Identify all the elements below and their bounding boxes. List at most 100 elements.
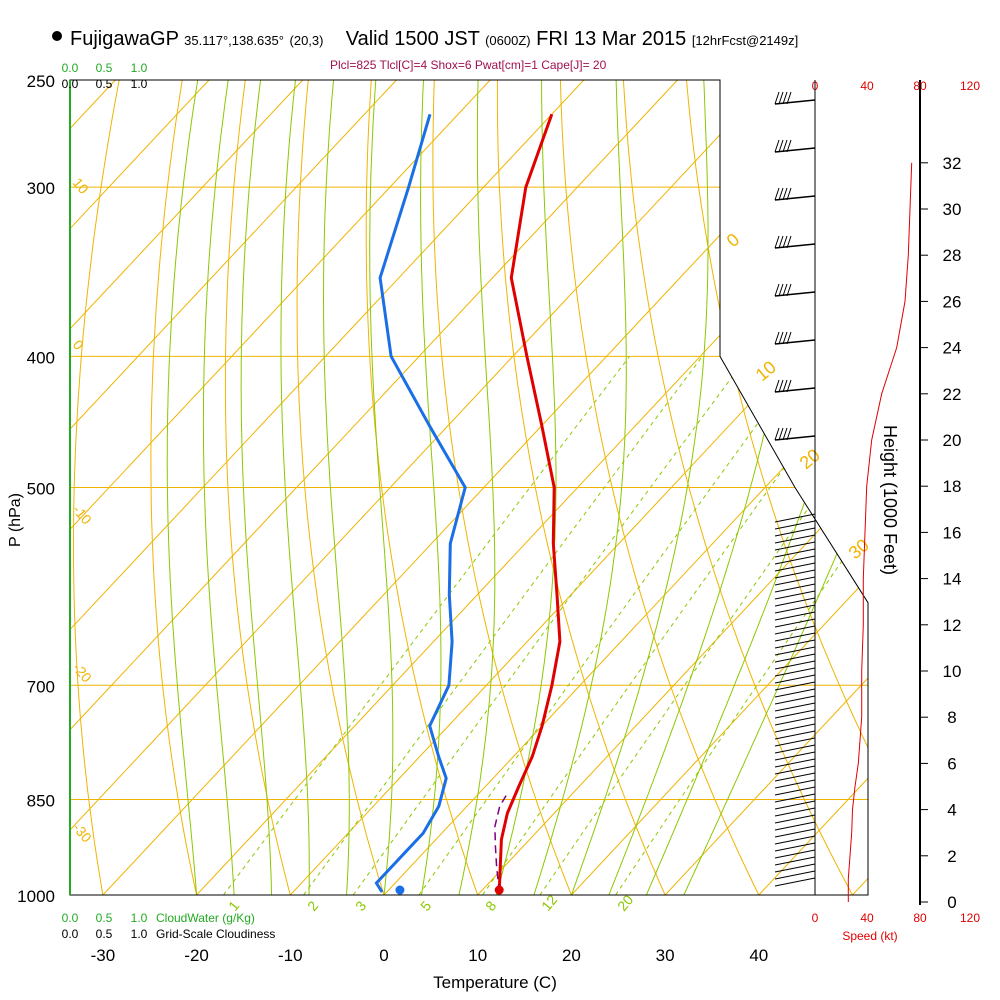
isotherm-line — [70, 80, 585, 895]
wind-barb — [774, 548, 816, 558]
pressure-tick-label: 850 — [27, 791, 55, 810]
wind-barb — [774, 195, 816, 201]
wind-barb — [782, 235, 788, 249]
isotherm-line — [70, 80, 491, 895]
wind-barb — [774, 695, 816, 705]
wind-barb — [774, 99, 816, 105]
wind-barb — [786, 91, 792, 105]
isotherm-line — [383, 80, 868, 895]
isotherm-label: 10 — [752, 357, 780, 385]
cloudiness-tick-bottom: 0.0 — [62, 927, 79, 941]
wind-barb — [774, 569, 816, 579]
wind-barb — [774, 576, 816, 586]
wind-barb — [786, 379, 792, 393]
pressure-tick-label: 700 — [27, 677, 55, 696]
wind-barb — [774, 779, 816, 789]
isotherm-label: 20 — [796, 445, 824, 473]
dry-adiabat-line — [224, 80, 291, 895]
moist-adiabat-line — [323, 80, 350, 895]
dry-adiabat-line — [365, 80, 479, 895]
wind-barb — [778, 91, 784, 105]
wind-barb — [786, 139, 792, 153]
moist-adiabat-line — [533, 80, 627, 895]
height-tick-label: 22 — [943, 385, 962, 404]
wind-barb — [774, 793, 816, 803]
wind-barb — [774, 527, 816, 537]
wind-barb — [782, 91, 788, 105]
forecast-info: [12hrFcst@2149z] — [691, 33, 799, 48]
wind-barb — [774, 534, 816, 544]
station-name: FujigawaGP — [70, 28, 179, 50]
wind-barb — [774, 625, 816, 635]
mixing-ratio-line — [352, 356, 748, 895]
temperature-tick-label: -20 — [184, 946, 209, 965]
wind-barb — [778, 283, 784, 297]
wind-barb — [774, 842, 816, 852]
wind-barb — [786, 235, 792, 249]
valid-time: Valid 1500 JST — [345, 28, 480, 50]
speed-tick-top: 120 — [960, 79, 980, 93]
cloud-water-tick-bottom: 0.5 — [96, 911, 113, 925]
dry-adiabat-line — [622, 80, 853, 895]
temperature-tick-label: 30 — [656, 946, 675, 965]
mixing-ratio-label: 5 — [417, 898, 434, 914]
cloud-water-label: CloudWater (g/Kg) — [156, 911, 255, 925]
cloudiness-label: Grid-Scale Cloudiness — [156, 927, 275, 941]
height-axis-label: Height (1000 Feet) — [880, 425, 900, 575]
cloudiness-tick-top: 0.0 — [62, 77, 79, 91]
height-tick-label: 4 — [947, 801, 956, 820]
wind-barb — [774, 139, 780, 153]
wind-barb — [782, 283, 788, 297]
wind-barb — [774, 856, 816, 866]
isotherm-line — [70, 80, 397, 895]
wind-barb — [782, 379, 788, 393]
wind-barb — [774, 187, 780, 201]
height-tick-label: 12 — [943, 616, 962, 635]
height-tick-label: 30 — [943, 200, 962, 219]
valid-utc: (0600Z) — [485, 33, 531, 48]
temperature-tick-label: 40 — [749, 946, 768, 965]
height-tick-label: 6 — [947, 754, 956, 773]
wind-barb — [774, 611, 816, 621]
wind-barb — [774, 849, 816, 859]
moist-adiabat-line — [369, 80, 394, 895]
wind-barb — [778, 379, 784, 393]
wind-barb — [774, 653, 816, 663]
isotherm-label: 30 — [845, 535, 873, 563]
pressure-tick-label: 500 — [27, 480, 55, 499]
wind-barb — [774, 709, 816, 719]
cloud-water-tick-top: 1.0 — [131, 61, 148, 75]
cloud-water-tick-top: 0.5 — [96, 61, 113, 75]
height-tick-label: 26 — [943, 292, 962, 311]
wind-barb — [782, 331, 788, 345]
isotherm-line — [70, 80, 772, 895]
moist-adiabat-line — [570, 80, 709, 895]
valid-date: FRI 13 Mar 2015 — [536, 28, 687, 50]
wind-speed-profile-line — [847, 162, 913, 902]
moist-adiabat-line — [202, 80, 235, 895]
pressure-tick-label: 250 — [27, 72, 55, 91]
wind-barb — [774, 435, 816, 441]
wind-barb — [774, 863, 816, 873]
isotherm-line — [664, 80, 868, 895]
wind-barb — [774, 667, 816, 677]
wind-barb — [774, 730, 816, 740]
temperature-tick-label: 10 — [468, 946, 487, 965]
isotherm-line — [852, 80, 868, 895]
moist-adiabat-line — [166, 80, 199, 895]
wind-barb — [774, 835, 816, 845]
wind-barb — [774, 737, 816, 747]
moist-adiabat-line — [280, 80, 310, 895]
wind-barb — [774, 807, 816, 817]
mixing-ratio-line — [418, 356, 808, 895]
station-grid: (20,3) — [289, 33, 324, 48]
wind-barb — [782, 427, 788, 441]
wind-barb — [774, 814, 816, 824]
speed-tick-bottom: 80 — [913, 911, 927, 925]
temperature-tick-label: 0 — [379, 946, 388, 965]
surface-dewpoint-marker — [395, 885, 405, 895]
height-tick-label: 28 — [943, 246, 962, 265]
wind-barb — [774, 800, 816, 810]
wind-barb — [774, 604, 816, 614]
wind-barb — [774, 632, 816, 642]
